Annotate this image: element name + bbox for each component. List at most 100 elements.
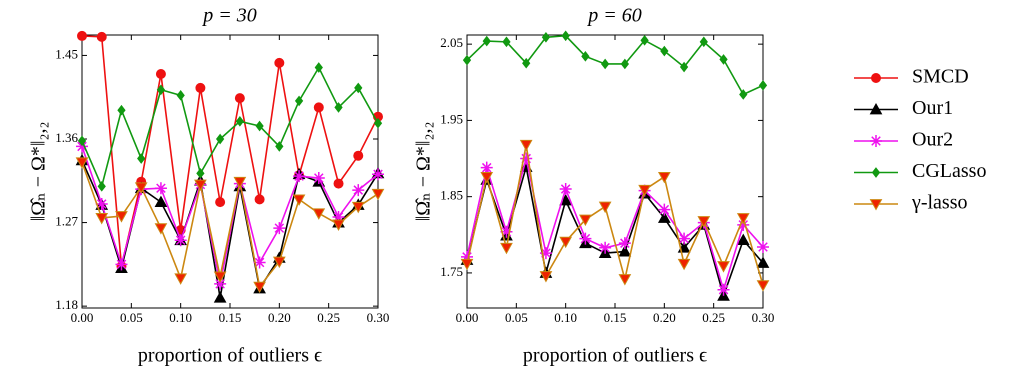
point — [154, 182, 167, 195]
point — [699, 36, 708, 48]
point — [353, 150, 364, 161]
point — [115, 258, 128, 271]
point — [312, 172, 325, 184]
point — [77, 30, 87, 41]
point — [581, 51, 590, 62]
point — [539, 271, 553, 283]
point — [371, 188, 385, 201]
series-line — [466, 34, 764, 96]
point — [541, 31, 551, 43]
legend-marker — [869, 102, 883, 115]
point — [332, 219, 345, 231]
point — [600, 58, 610, 70]
point — [480, 161, 493, 174]
point — [354, 82, 363, 94]
point — [75, 157, 89, 169]
legend-marker — [871, 73, 881, 83]
x-tick-label: 0.30 — [367, 310, 390, 325]
point — [678, 232, 691, 245]
point — [657, 211, 671, 223]
point — [757, 240, 769, 253]
point — [677, 258, 691, 271]
y-tick-label: 1.45 — [55, 46, 78, 61]
point — [618, 237, 631, 250]
point — [154, 195, 168, 208]
point — [500, 225, 513, 238]
point — [717, 283, 730, 296]
point — [482, 35, 491, 47]
point — [462, 54, 472, 66]
point — [235, 116, 245, 127]
point — [519, 139, 533, 152]
x-tick-label: 0.10 — [169, 310, 192, 325]
y-tick-label: 1.18 — [55, 297, 78, 312]
x-tick-label: 0.10 — [554, 310, 577, 325]
y-axis-label: ‖Ω̂ₙ − Ω*‖₂,₂ — [28, 122, 50, 222]
series-line — [81, 65, 379, 189]
legend-marker — [870, 135, 882, 147]
x-axis-label: proportion of outliers ϵ — [138, 345, 322, 367]
point — [77, 135, 87, 147]
series-line — [466, 166, 764, 299]
point — [539, 247, 552, 260]
point — [76, 140, 88, 153]
legend-label: Our2 — [912, 129, 953, 151]
point — [658, 203, 671, 216]
point — [679, 61, 689, 73]
point — [502, 36, 511, 48]
x-tick-label: 0.20 — [268, 310, 291, 325]
point — [274, 57, 285, 68]
x-tick-label: 0.00 — [456, 310, 479, 325]
point — [618, 274, 632, 286]
point — [234, 93, 245, 104]
point — [196, 168, 205, 179]
legend-label: γ-lasso — [911, 192, 968, 214]
legend-label: Our1 — [912, 97, 953, 119]
point — [559, 236, 573, 249]
point — [195, 82, 206, 93]
point — [599, 241, 612, 254]
point — [739, 89, 748, 100]
x-tick-label: 0.15 — [604, 310, 627, 325]
point — [657, 171, 671, 184]
point — [97, 181, 106, 192]
x-tick-label: 0.30 — [752, 310, 775, 325]
point — [95, 213, 109, 225]
point — [115, 211, 128, 223]
legend-label: CGLasso — [912, 160, 986, 182]
point — [156, 84, 166, 96]
point — [522, 57, 531, 69]
point — [480, 171, 494, 184]
point — [292, 194, 306, 206]
point — [372, 168, 384, 181]
point — [134, 182, 148, 194]
point — [213, 271, 227, 283]
point — [719, 54, 728, 65]
point — [155, 69, 166, 79]
y-tick-label: 1.95 — [440, 111, 463, 126]
point — [137, 153, 146, 164]
point — [255, 120, 264, 132]
point — [213, 291, 227, 303]
point — [460, 258, 474, 271]
point — [758, 80, 768, 91]
point — [117, 104, 126, 116]
point — [273, 222, 286, 235]
point — [272, 256, 286, 269]
point — [561, 30, 570, 42]
point — [373, 117, 383, 129]
point — [461, 250, 473, 263]
y-axis-label: ‖Ω̂ₙ − Ω*‖₂,₂ — [413, 122, 435, 222]
point — [520, 152, 533, 165]
point — [351, 201, 365, 214]
x-tick-label: 0.05 — [505, 310, 528, 325]
plot-frame — [81, 34, 379, 309]
x-tick-label: 0.15 — [219, 310, 242, 325]
point — [313, 102, 324, 113]
point — [736, 233, 750, 246]
point — [214, 277, 227, 290]
y-tick-label: 1.75 — [440, 264, 463, 279]
plot-frame — [466, 34, 764, 309]
point — [697, 216, 711, 228]
legend-label: SMCD — [912, 66, 969, 88]
